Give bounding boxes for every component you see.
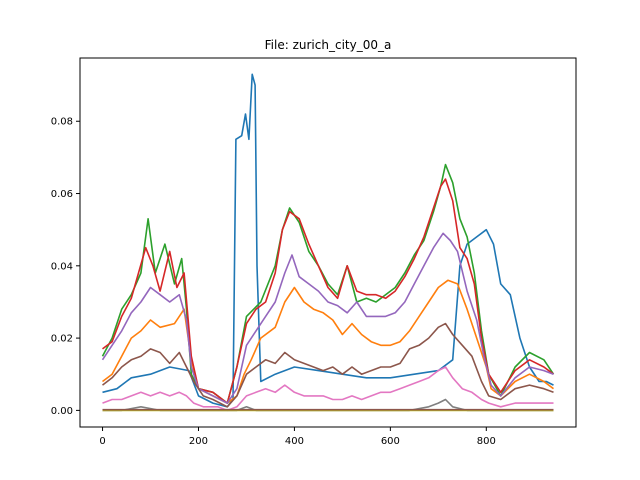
- y-axis: 0.00 0.02 0.04 0.06 0.08: [51, 117, 80, 417]
- y-tick-label: 0.00: [51, 406, 73, 417]
- x-tick-label: 800: [477, 436, 496, 447]
- y-tick-label: 0.02: [51, 334, 73, 345]
- plot-frame: [79, 57, 577, 428]
- y-tick-label: 0.08: [51, 117, 73, 128]
- series-line-5: [101, 232, 554, 404]
- x-axis: 0 200 400 600 800: [99, 427, 496, 447]
- series-line-7: [102, 366, 554, 412]
- x-tick-label: 200: [189, 436, 208, 447]
- y-tick-label: 0.04: [51, 261, 73, 272]
- x-tick-label: 600: [381, 436, 400, 447]
- chart-title: File: zurich_city_00_a: [265, 38, 392, 52]
- x-tick-label: 0: [99, 436, 105, 447]
- series-line-2: [102, 279, 554, 404]
- series-line-1: [102, 73, 554, 408]
- x-tick-label: 400: [285, 436, 304, 447]
- y-tick-label: 0.06: [51, 189, 73, 200]
- series-lines: [101, 73, 555, 412]
- series-line-6: [102, 322, 554, 408]
- series-line-4: [102, 178, 554, 404]
- series-line-3: [101, 163, 555, 404]
